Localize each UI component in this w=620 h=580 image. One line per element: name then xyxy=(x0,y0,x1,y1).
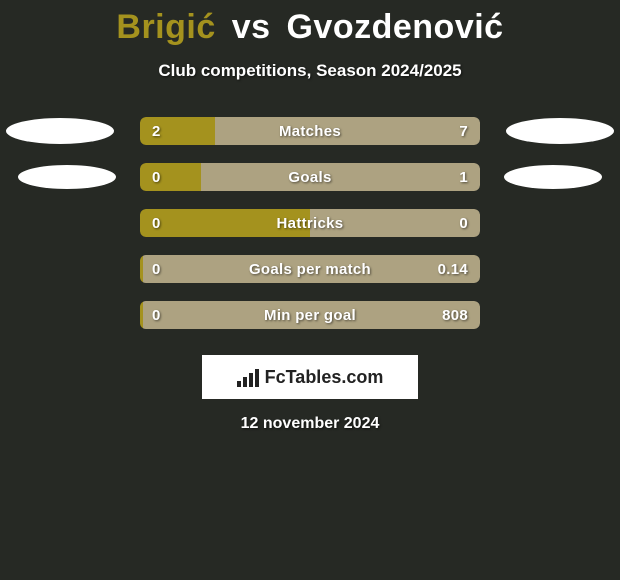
stat-bar-b xyxy=(310,209,480,237)
stat-bar: 00.14Goals per match xyxy=(140,255,480,283)
stat-row: 00Hattricks xyxy=(0,209,620,237)
stat-bar: 01Goals xyxy=(140,163,480,191)
stat-row: 27Matches xyxy=(0,117,620,145)
player-b-badge xyxy=(506,118,614,144)
site-watermark: FcTables.com xyxy=(202,355,418,399)
vs-text: vs xyxy=(232,8,271,46)
snapshot-date: 12 november 2024 xyxy=(0,415,620,433)
player-a-badge xyxy=(18,165,116,189)
stat-bar-b xyxy=(215,117,480,145)
subtitle: Club competitions, Season 2024/2025 xyxy=(0,61,620,81)
stat-bar: 0808Min per goal xyxy=(140,301,480,329)
stat-bar-a xyxy=(140,117,215,145)
stat-bar-a xyxy=(140,209,310,237)
player-a-name: Brigić xyxy=(116,8,215,46)
stats-table: 27Matches 01Goals 00Hattricks 00.14Goals pe… xyxy=(0,117,620,329)
stat-bar: 27Matches xyxy=(140,117,480,145)
page-title: Brigić vs Gvozdenović xyxy=(0,0,620,47)
stat-bar-a xyxy=(140,163,201,191)
site-name: FcTables.com xyxy=(265,367,384,388)
stat-row: 0808Min per goal xyxy=(0,301,620,329)
stat-row: 00.14Goals per match xyxy=(0,255,620,283)
stat-bar-b xyxy=(201,163,480,191)
player-b-name: Gvozdenović xyxy=(286,8,503,46)
player-a-badge xyxy=(6,118,114,144)
stat-row: 01Goals xyxy=(0,163,620,191)
player-b-badge xyxy=(504,165,602,189)
chart-icon xyxy=(237,367,259,387)
stat-bar-b xyxy=(143,301,480,329)
stat-bar: 00Hattricks xyxy=(140,209,480,237)
stat-bar-b xyxy=(143,255,480,283)
